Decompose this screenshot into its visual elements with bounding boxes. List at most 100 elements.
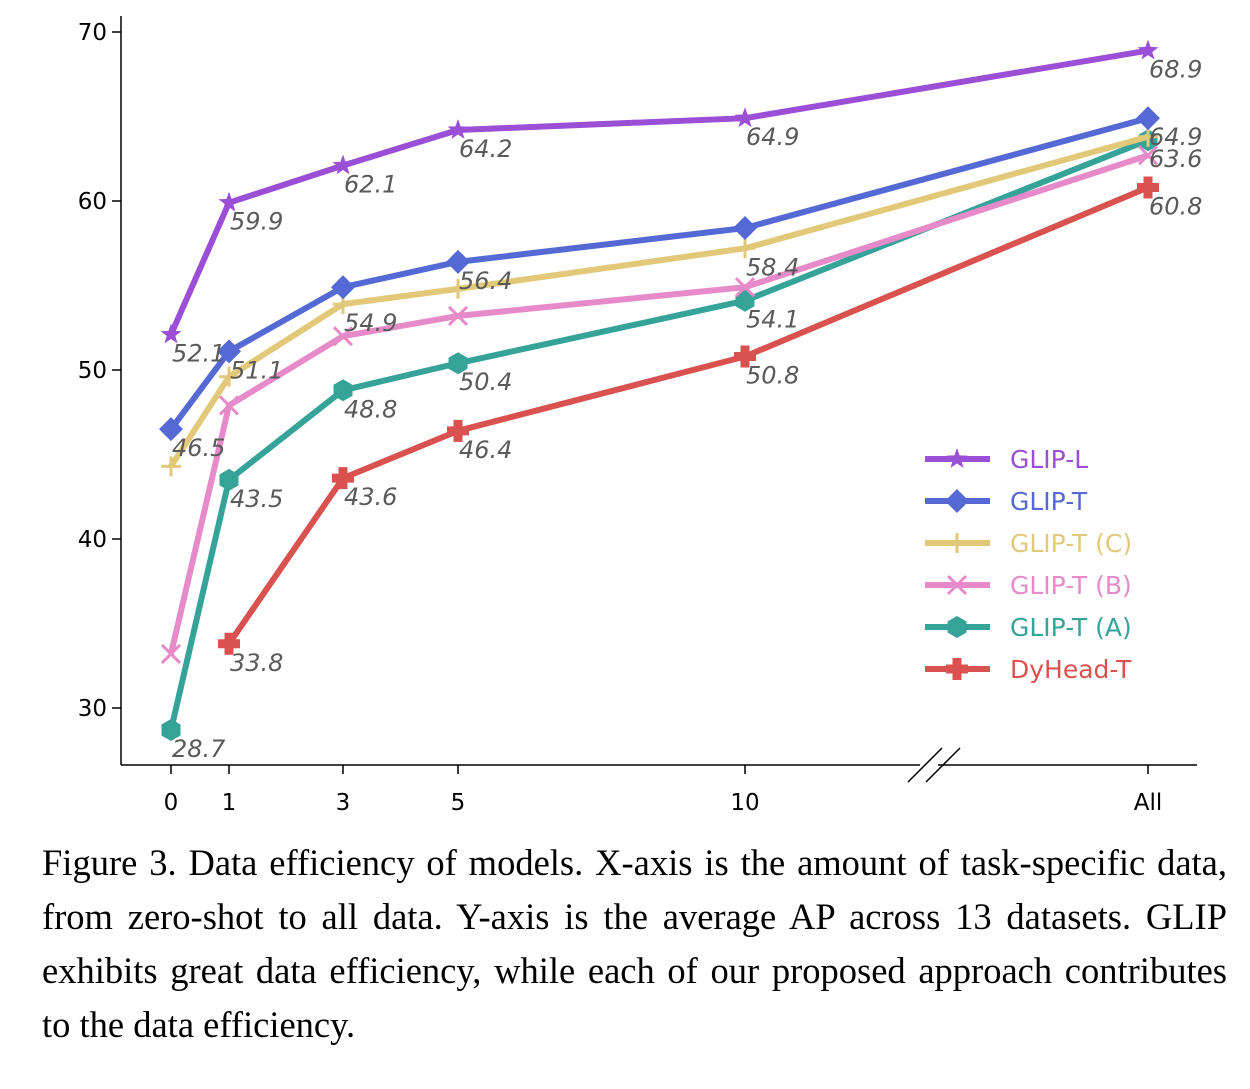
data-label: 60.8 <box>1149 192 1202 220</box>
diamond-marker <box>446 249 470 274</box>
hexagon-marker <box>448 352 468 375</box>
marker-x <box>160 643 182 664</box>
series-glip-t-a <box>161 129 1158 741</box>
axis-break-mark <box>925 747 961 783</box>
x-marker <box>218 395 240 416</box>
x-tick-label: 0 <box>164 790 179 816</box>
data-label: 64.9 <box>1149 123 1202 151</box>
series-line <box>168 47 1149 336</box>
legend-item: GLIP-T (A) <box>925 613 1132 642</box>
marker-x <box>447 305 469 326</box>
data-label: 62.1 <box>344 171 397 199</box>
diamond-marker <box>1136 106 1160 131</box>
thick-plus-marker <box>1137 176 1159 199</box>
y-tick-label: 60 <box>78 189 107 215</box>
x-marker <box>332 326 354 347</box>
hexagon-marker <box>735 289 755 312</box>
legend-label: GLIP-T <box>1010 487 1088 516</box>
marker-thick-diamond <box>331 275 355 300</box>
data-label: 68.9 <box>1149 56 1202 84</box>
marker-x <box>1137 145 1159 166</box>
marker-thick-diamond <box>945 489 969 513</box>
hexagon-marker <box>219 468 239 491</box>
y-tick-label: 30 <box>78 696 107 722</box>
thick-plus-marker <box>447 419 469 442</box>
marker-x <box>734 277 756 298</box>
marker-hexagon <box>333 379 353 402</box>
marker-plus <box>448 278 468 299</box>
marker-thick-plus <box>332 467 354 490</box>
data-label: 59.9 <box>230 208 283 236</box>
data-label: 48.8 <box>344 395 397 423</box>
marker-thick-plus <box>218 632 240 655</box>
legend-item: DyHead-T <box>925 655 1132 684</box>
hexagon-marker <box>333 379 353 402</box>
marker-star <box>218 191 240 212</box>
plus-marker <box>161 456 181 477</box>
axes: 30 40 50 60 70 0 1 3 5 10 All <box>78 16 1197 816</box>
series-glip-t-b <box>160 145 1159 664</box>
star-marker <box>447 119 469 139</box>
marker-thick-plus <box>1137 176 1159 199</box>
star-marker <box>218 191 240 212</box>
diamond-marker <box>945 489 969 513</box>
data-label: 64.9 <box>746 123 799 151</box>
data-label: 50.4 <box>459 368 512 396</box>
plus-marker <box>947 533 967 553</box>
star-marker <box>332 154 354 175</box>
star-marker <box>1137 39 1159 60</box>
legend-item: GLIP-T (C) <box>925 529 1132 558</box>
marker-thick-diamond <box>446 249 470 274</box>
marker-plus <box>161 456 181 477</box>
legend-label: GLIP-T (B) <box>1010 571 1132 600</box>
legend-label: GLIP-T (C) <box>1010 529 1132 558</box>
hexagon-marker <box>947 616 967 638</box>
series-layer <box>159 39 1160 741</box>
plus-marker <box>219 366 239 387</box>
marker-hexagon <box>448 352 468 375</box>
data-efficiency-chart: 30 40 50 60 70 0 1 3 5 10 All 33.8 43.6 46.4 50.8 60.8… <box>78 16 1202 816</box>
marker-thick-plus <box>447 419 469 442</box>
series-dyhead-t <box>218 176 1159 655</box>
marker-x <box>946 574 968 596</box>
diamond-marker <box>159 417 183 442</box>
data-label: 46.5 <box>172 434 225 462</box>
legend-item: GLIP-L <box>925 445 1088 474</box>
data-label: 51.1 <box>230 356 283 384</box>
data-label: 28.7 <box>172 735 226 763</box>
marker-star <box>946 448 968 468</box>
y-tick-label: 70 <box>78 20 107 46</box>
data-label: 50.8 <box>746 361 799 389</box>
data-label: 54.9 <box>344 309 397 337</box>
star-marker <box>160 323 182 344</box>
marker-thick-diamond <box>1136 106 1160 131</box>
series-line <box>168 152 1149 655</box>
data-label: 43.6 <box>344 483 397 511</box>
series-glip-l <box>160 39 1159 344</box>
thick-plus-marker <box>218 632 240 655</box>
x-tick-label: 1 <box>222 790 237 816</box>
marker-plus <box>735 238 755 259</box>
marker-plus <box>219 366 239 387</box>
plus-marker <box>735 238 755 259</box>
diamond-marker <box>331 275 355 300</box>
legend-item: GLIP-T <box>925 487 1088 516</box>
thick-plus-marker <box>946 658 968 680</box>
marker-star <box>332 154 354 175</box>
y-tick-label: 50 <box>78 358 107 384</box>
marker-thick-plus <box>946 658 968 680</box>
series-glip-t <box>159 106 1160 442</box>
figure-caption: Figure 3. Data efficiency of models. X-a… <box>42 842 1227 1045</box>
series-line <box>168 137 1150 731</box>
data-label: 43.5 <box>230 485 283 513</box>
x-marker <box>1137 145 1159 166</box>
x-tick-label: 3 <box>336 790 351 816</box>
hexagon-marker <box>161 719 181 741</box>
legend-label: GLIP-L <box>1010 445 1088 474</box>
marker-star <box>447 119 469 139</box>
series-line <box>168 133 1149 468</box>
marker-thick-diamond <box>733 216 757 241</box>
thick-plus-marker <box>734 345 756 368</box>
marker-hexagon <box>735 289 755 312</box>
marker-thick-plus <box>734 345 756 368</box>
